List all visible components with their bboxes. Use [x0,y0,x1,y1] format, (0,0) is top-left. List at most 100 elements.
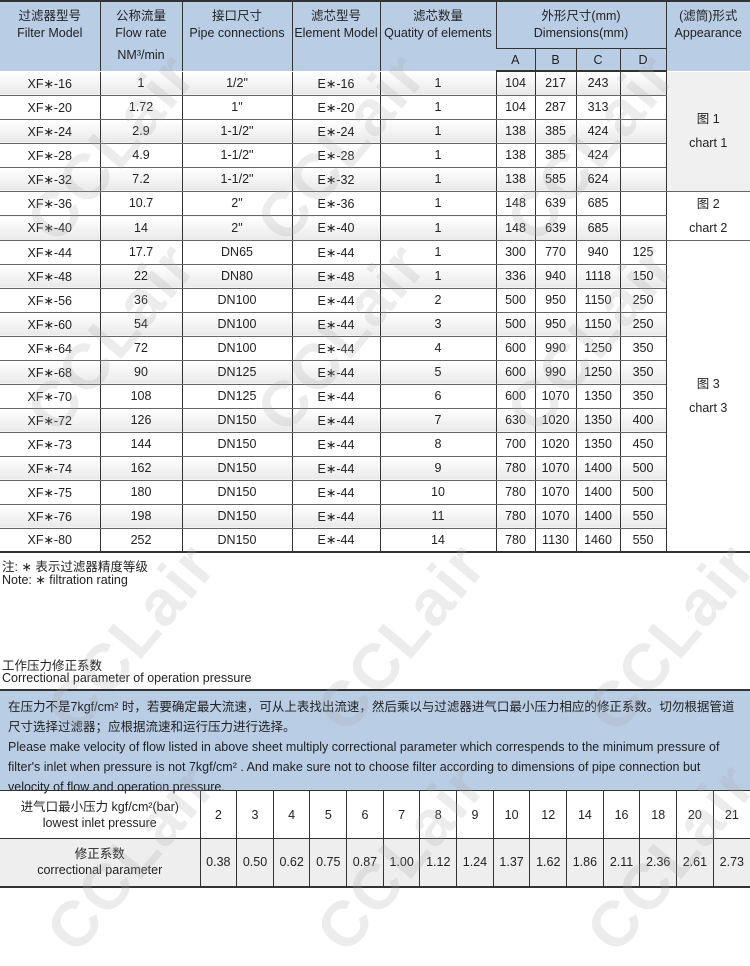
cell-element-model: E∗-24 [291,119,380,144]
table-row: XF∗-60 54 DN100 E∗-44 3 500 950 1150 250 [0,312,750,337]
cell-model: XF∗-60 [0,312,100,337]
appearance-cell: 图 1 chart 1 [665,71,750,192]
cell-dim-b: 639 [534,215,576,241]
cell-pipe: DN150 [181,528,292,553]
cell-dim-c: 1350 [575,384,620,409]
header-appearance: (滤筒)形式 Appearance [665,0,750,72]
cell-flow-rate: 180 [99,480,182,505]
cell-flow-rate: 36 [99,288,182,313]
filter-spec-table: 过滤器型号 Filter Model 公称流量 Flow rate NM³/min 接… [0,0,750,553]
cell-dim-d [619,215,667,241]
cell-dim-d [619,167,667,192]
cell-dim-c: 1150 [575,288,620,313]
cell-dim-c: 685 [575,215,620,241]
cell-model: XF∗-28 [0,143,100,168]
cell-dim-c: 243 [575,71,620,96]
cell-pipe: 1-1/2" [181,119,292,144]
cell-dim-d: 150 [619,264,667,289]
cell-flow-rate: 2.9 [99,119,182,144]
header-element-model: 滤芯型号 Element Model [291,0,380,72]
cell-dim-c: 424 [575,119,620,144]
cell-flow-rate: 162 [99,456,182,481]
cell-dim-a: 780 [495,504,535,529]
cell-element-model: E∗-48 [291,264,380,289]
cell-dim-d: 400 [619,408,667,433]
pressure-value: 12 [529,790,567,839]
cell-model: XF∗-73 [0,432,100,457]
cell-quantity: 11 [379,504,496,529]
table-row: XF∗-74 162 DN150 E∗-44 9 780 1070 1400 500 [0,456,750,481]
cell-flow-rate: 108 [99,384,182,409]
correction-value: 0.62 [272,838,310,888]
cell-dim-c: 940 [575,240,620,265]
cell-dim-b: 1070 [534,480,576,505]
cell-flow-rate: 4.9 [99,143,182,168]
cell-pipe: DN150 [181,432,292,457]
pressure-value: 9 [456,790,494,839]
description-en: Please make velocity of flow listed in a… [8,740,720,794]
cell-dim-d: 350 [619,336,667,361]
cell-quantity: 9 [379,456,496,481]
cell-model: XF∗-76 [0,504,100,529]
cell-model: XF∗-64 [0,336,100,361]
cell-flow-rate: 14 [99,215,182,241]
pressure-value: 7 [382,790,420,839]
correction-value: 1.86 [566,838,604,888]
pressure-correction-table: 进气口最小压力 kgf/cm²(bar) lowest inlet pressur… [0,790,750,888]
cell-dim-d: 500 [619,456,667,481]
cell-dim-c: 1400 [575,504,620,529]
cell-dim-b: 1070 [534,456,576,481]
table-row: XF∗-36 10.7 2" E∗-36 1 148 639 685 图 2 chart 2 [0,191,750,241]
cell-model: XF∗-72 [0,408,100,433]
correction-value: 2.36 [639,838,677,888]
cell-dim-c: 424 [575,143,620,168]
cell-quantity: 14 [379,528,496,553]
cell-dim-d: 125 [619,240,667,265]
cell-model: XF∗-74 [0,456,100,481]
cell-model: XF∗-40 [0,215,100,241]
header-quantity: 滤芯数量 Quatity of elements [379,0,496,72]
pressure-label: 进气口最小压力 kgf/cm²(bar) lowest inlet pressur… [0,790,200,839]
cell-element-model: E∗-44 [291,360,380,385]
cell-flow-rate: 126 [99,408,182,433]
correction-value: 0.38 [199,838,237,888]
cell-flow-rate: 90 [99,360,182,385]
cell-dim-b: 940 [534,264,576,289]
cell-pipe: DN100 [181,312,292,337]
cell-quantity: 1 [379,95,496,120]
correction-value: 0.87 [346,838,384,888]
header-dim-c: C [575,48,620,72]
section-title-en: Correctional parameter of operation pres… [2,671,252,685]
cell-element-model: E∗-28 [291,143,380,168]
cell-dim-d [619,71,667,96]
cell-element-model: E∗-44 [291,288,380,313]
cell-flow-rate: 22 [99,264,182,289]
cell-dim-b: 1070 [534,384,576,409]
cell-flow-rate: 252 [99,528,182,553]
cell-flow-rate: 1.72 [99,95,182,120]
correction-value: 1.62 [529,838,567,888]
correction-value: 0.50 [236,838,274,888]
cell-quantity: 5 [379,360,496,385]
cell-dim-c: 1118 [575,264,620,289]
cell-flow-rate: 54 [99,312,182,337]
cell-dim-b: 950 [534,288,576,313]
pressure-value: 5 [309,790,347,839]
cell-quantity: 4 [379,336,496,361]
table-row: XF∗-64 72 DN100 E∗-44 4 600 990 1250 350 [0,336,750,361]
header-dimensions: 外形尺寸(mm) Dimensions(mm) [495,0,667,49]
cell-element-model: E∗-44 [291,240,380,265]
pressure-row: 进气口最小压力 kgf/cm²(bar) lowest inlet pressur… [0,790,750,839]
correction-value: 1.00 [382,838,420,888]
cell-quantity: 2 [379,288,496,313]
cell-flow-rate: 10.7 [99,191,182,216]
cell-element-model: E∗-44 [291,456,380,481]
correction-value: 1.12 [419,838,457,888]
pressure-value: 18 [639,790,677,839]
appearance-cn: 图 1 [696,112,720,126]
cell-model: XF∗-56 [0,288,100,313]
pressure-value: 3 [236,790,274,839]
cell-dim-a: 300 [495,240,535,265]
cell-element-model: E∗-36 [291,191,380,216]
cell-element-model: E∗-16 [291,71,380,96]
